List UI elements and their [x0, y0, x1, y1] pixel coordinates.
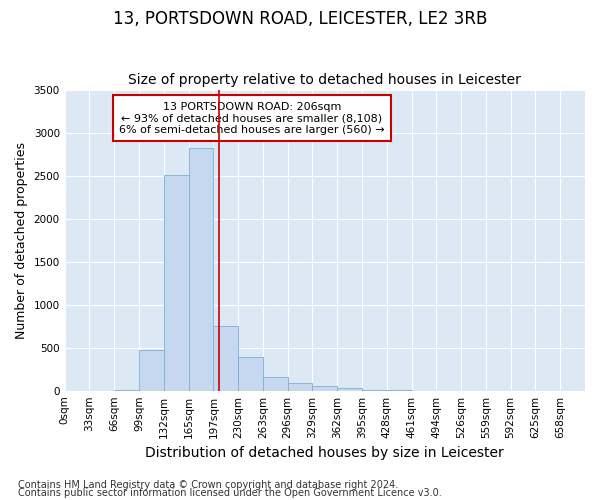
Bar	[188, 148, 214, 390]
Text: Contains public sector information licensed under the Open Government Licence v3: Contains public sector information licen…	[18, 488, 442, 498]
X-axis label: Distribution of detached houses by size in Leicester: Distribution of detached houses by size …	[145, 446, 504, 460]
Bar	[139, 350, 164, 391]
Text: Contains HM Land Registry data © Crown copyright and database right 2024.: Contains HM Land Registry data © Crown c…	[18, 480, 398, 490]
Text: 13 PORTSDOWN ROAD: 206sqm
← 93% of detached houses are smaller (8,108)
6% of sem: 13 PORTSDOWN ROAD: 206sqm ← 93% of detac…	[119, 102, 385, 135]
Bar	[238, 357, 263, 390]
Bar	[263, 378, 287, 390]
Bar	[214, 326, 238, 390]
Bar	[164, 174, 188, 390]
Bar	[313, 386, 337, 390]
Bar	[287, 383, 313, 390]
Title: Size of property relative to detached houses in Leicester: Size of property relative to detached ho…	[128, 73, 521, 87]
Bar	[337, 388, 362, 390]
Y-axis label: Number of detached properties: Number of detached properties	[15, 142, 28, 338]
Text: 13, PORTSDOWN ROAD, LEICESTER, LE2 3RB: 13, PORTSDOWN ROAD, LEICESTER, LE2 3RB	[113, 10, 487, 28]
